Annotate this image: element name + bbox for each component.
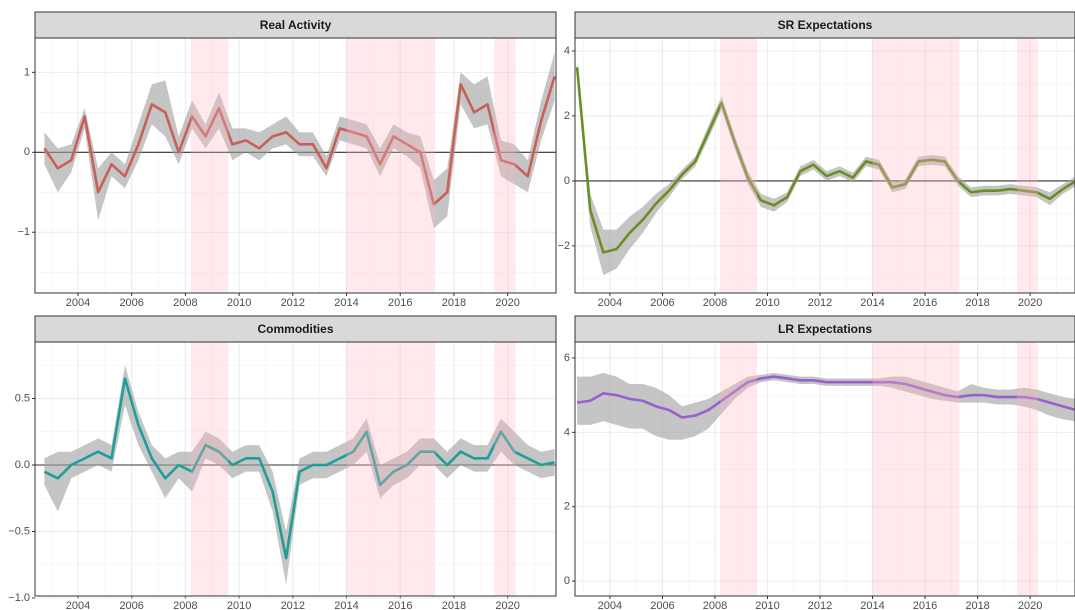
panel-background xyxy=(575,38,1075,293)
panel: 2004 2006 2008 2010 2012 2014 2016 2018 2020 −1.0… xyxy=(8,315,557,610)
panel-title: LR Expectations xyxy=(778,322,872,336)
x-tick-label: 2012 xyxy=(808,600,832,610)
x-tick-label: 2008 xyxy=(703,297,727,309)
x-tick-label: 2006 xyxy=(119,297,143,309)
x-tick-label: 2008 xyxy=(703,600,727,610)
shaded-region xyxy=(720,342,757,596)
shaded-region xyxy=(494,38,516,293)
y-tick-label: −1 xyxy=(17,226,30,238)
shaded-region xyxy=(346,38,436,293)
x-tick-label: 2016 xyxy=(913,600,937,610)
x-tick-label: 2012 xyxy=(281,297,305,309)
panel: 2004 2006 2008 2010 2012 2014 2016 2018 2020 0 2 4 6… xyxy=(564,315,1075,610)
panel: 2004 2006 2008 2010 2012 2014 2016 2018 2020 −2 0 2… xyxy=(557,11,1075,309)
panel: 2004 2006 2008 2010 2012 2014 2016 2018 2020 −1 0 1… xyxy=(17,11,557,309)
series-line xyxy=(43,377,555,560)
series-line xyxy=(575,67,1075,254)
shaded-region xyxy=(346,342,436,596)
y-tick-label: 0 xyxy=(24,146,30,158)
shaded-region xyxy=(190,38,229,293)
panel-title: SR Expectations xyxy=(778,18,873,32)
plot-area xyxy=(35,38,556,293)
strip xyxy=(574,315,1075,343)
x-tick-label: 2004 xyxy=(66,297,90,309)
x-tick-label: 2004 xyxy=(598,600,622,610)
x-tick-label: 2006 xyxy=(119,600,143,610)
strip xyxy=(574,11,1075,39)
x-tick-label: 2010 xyxy=(227,297,251,309)
y-tick-label: −1.0 xyxy=(8,592,30,604)
shaded-region xyxy=(720,38,757,293)
shaded-region xyxy=(1016,38,1038,293)
series-line xyxy=(576,375,1075,419)
x-tick-label: 2014 xyxy=(860,297,884,309)
x-tick-label: 2010 xyxy=(227,600,251,610)
plot-area xyxy=(576,342,1075,596)
x-tick-label: 2010 xyxy=(755,297,779,309)
y-tick-label: 0 xyxy=(564,175,570,187)
x-tick-label: 2020 xyxy=(495,297,519,309)
y-tick-label: 1 xyxy=(24,66,30,78)
x-tick-label: 2018 xyxy=(442,297,466,309)
x-tick-label: 2004 xyxy=(66,600,90,610)
x-tick-label: 2018 xyxy=(442,600,466,610)
y-tick-label: 0.0 xyxy=(15,459,30,471)
x-tick-label: 2018 xyxy=(965,600,989,610)
panel-title: Commodities xyxy=(257,322,333,336)
x-tick-label: 2008 xyxy=(173,600,197,610)
panel-title: Real Activity xyxy=(260,18,332,32)
shaded-region xyxy=(872,342,960,596)
y-tick-label: −2 xyxy=(557,240,570,252)
x-tick-label: 2020 xyxy=(1018,600,1042,610)
y-tick-label: 2 xyxy=(564,501,570,513)
y-tick-label: 2 xyxy=(564,110,570,122)
x-tick-label: 2004 xyxy=(598,297,622,309)
shaded-region xyxy=(872,38,960,293)
shaded-region xyxy=(1016,342,1038,596)
x-tick-label: 2020 xyxy=(495,600,519,610)
y-tick-label: 4 xyxy=(564,45,570,57)
x-tick-label: 2016 xyxy=(388,600,412,610)
x-tick-label: 2014 xyxy=(860,600,884,610)
y-tick-label: 0.5 xyxy=(15,392,30,404)
x-tick-label: 2010 xyxy=(755,600,779,610)
series-line xyxy=(43,75,556,206)
x-tick-label: 2020 xyxy=(1018,297,1042,309)
confidence-band xyxy=(44,52,555,229)
shaded-region xyxy=(494,342,516,596)
x-tick-label: 2006 xyxy=(650,600,674,610)
x-tick-label: 2014 xyxy=(334,600,358,610)
x-tick-label: 2008 xyxy=(173,297,197,309)
x-tick-label: 2018 xyxy=(965,297,989,309)
y-tick-label: 6 xyxy=(564,352,570,364)
y-tick-label: −0.5 xyxy=(8,525,30,537)
shaded-region xyxy=(190,342,229,596)
x-tick-label: 2012 xyxy=(808,297,832,309)
x-tick-label: 2006 xyxy=(650,297,674,309)
x-tick-label: 2016 xyxy=(913,297,937,309)
plot-area xyxy=(575,38,1075,293)
x-tick-label: 2016 xyxy=(388,297,412,309)
strip xyxy=(34,315,557,343)
plot-area xyxy=(35,342,556,596)
confidence-band xyxy=(577,372,1075,440)
strip xyxy=(34,11,557,39)
y-tick-label: 4 xyxy=(564,426,570,438)
x-tick-label: 2012 xyxy=(281,600,305,610)
y-tick-label: 0 xyxy=(564,575,570,587)
x-tick-label: 2014 xyxy=(334,297,358,309)
